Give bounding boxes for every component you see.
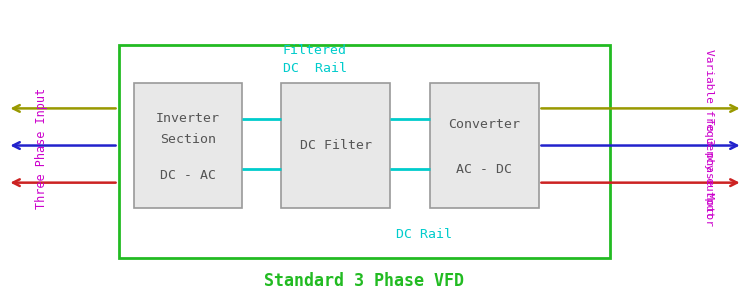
- Text: Three Phase Input: Three Phase Input: [34, 88, 48, 209]
- Text: DC - AC: DC - AC: [160, 169, 216, 182]
- Bar: [281, 83, 390, 208]
- Bar: [118, 45, 610, 258]
- Text: Inverter: Inverter: [156, 112, 220, 125]
- Text: AC - DC: AC - DC: [456, 163, 512, 176]
- Text: To 3 phase Motor: To 3 phase Motor: [704, 118, 714, 226]
- Bar: [430, 83, 538, 208]
- Text: Converter: Converter: [448, 118, 520, 131]
- Text: Variable frequency output: Variable frequency output: [704, 49, 714, 218]
- Bar: [134, 83, 242, 208]
- Text: Standard 3 Phase VFD: Standard 3 Phase VFD: [264, 272, 464, 290]
- Text: DC Rail: DC Rail: [396, 228, 451, 241]
- Text: DC Filter: DC Filter: [299, 139, 372, 152]
- Text: Section: Section: [160, 133, 216, 146]
- Text: Filtered
DC  Rail: Filtered DC Rail: [283, 44, 347, 75]
